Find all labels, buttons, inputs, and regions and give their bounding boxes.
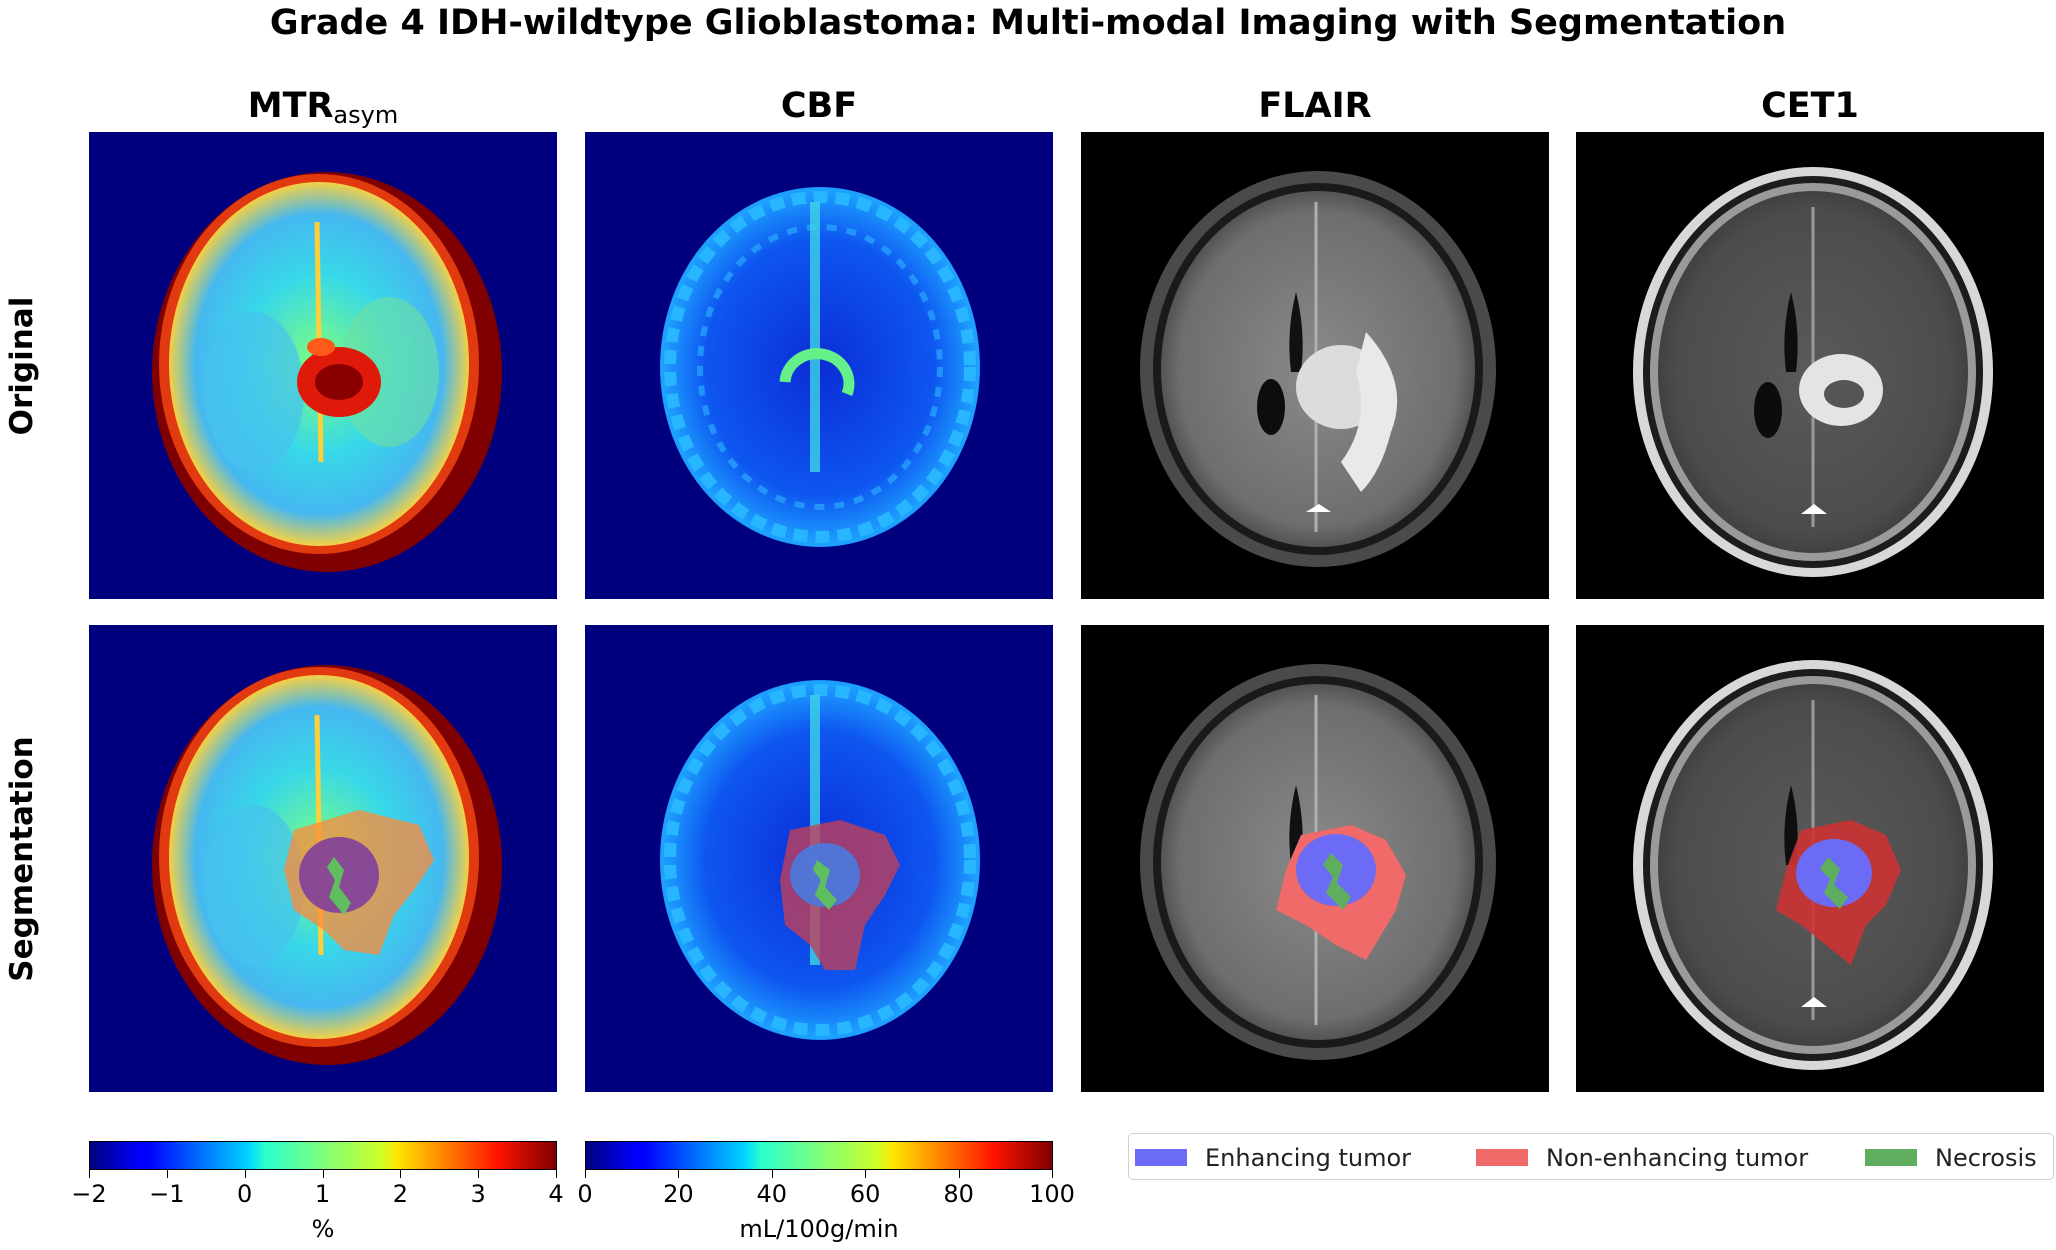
colorbar-tick-label: 20 (663, 1180, 694, 1208)
mtr-original-image (152, 172, 502, 572)
legend-label: Necrosis (1935, 1143, 2037, 1172)
panel-cbf-original (585, 132, 1053, 599)
panel-cbf-segmentation (585, 625, 1053, 1092)
colorbar-tick-label: 40 (756, 1180, 788, 1208)
colorbar-tick (678, 1170, 680, 1178)
colorbar-tick-label: 100 (1029, 1180, 1075, 1208)
flair-segmentation-image (1140, 664, 1496, 1060)
row-label-text: Original (4, 296, 40, 436)
panel-cet1-segmentation (1576, 625, 2044, 1092)
column-title-sub: asym (333, 101, 399, 129)
colorbar-tick (166, 1170, 168, 1178)
colorbar-tick-label: 2 (392, 1180, 408, 1208)
colorbar-tick (958, 1170, 960, 1178)
cbf-segmentation-image (660, 680, 980, 1040)
legend-swatch (1865, 1149, 1917, 1166)
figure-title: Grade 4 IDH-wildtype Glioblastoma: Multi… (269, 3, 1787, 43)
row-label-segmentation: Segmentation (0, 625, 44, 1093)
colorbar-tick (1052, 1170, 1053, 1178)
mtr-segmentation-image (152, 665, 502, 1065)
colorbar-tick (322, 1170, 324, 1178)
colorbar-tick-label: 60 (849, 1180, 881, 1208)
colorbar-tick (400, 1170, 402, 1178)
panel-flair-segmentation (1081, 625, 1549, 1092)
legend-label: Enhancing tumor (1205, 1143, 1411, 1172)
panel-mtr-original (89, 132, 557, 599)
colorbar-tick-label: 3 (470, 1180, 486, 1208)
colorbar-mtr (89, 1141, 557, 1170)
column-title-cbf: CBF (780, 86, 858, 126)
flair-original-image (1140, 171, 1496, 567)
colorbar-tick (244, 1170, 246, 1178)
colorbar-tick (556, 1170, 557, 1178)
colorbar-tick (478, 1170, 480, 1178)
panel-flair-original (1081, 132, 1549, 599)
colorbar-tick-label: −2 (71, 1180, 107, 1208)
colorbar-tick-label: 0 (577, 1180, 593, 1208)
cbf-original-image (660, 187, 980, 547)
legend-item-necrosis: Necrosis (1865, 1134, 2037, 1181)
legend-swatch (1476, 1149, 1528, 1166)
colorbar-tick (771, 1170, 773, 1178)
cet1-segmentation-image (1633, 660, 1993, 1070)
cet1-original-image (1633, 167, 1993, 577)
colorbar-cbf (585, 1141, 1053, 1170)
row-label-original: Original (0, 132, 44, 600)
legend-item-enhancing: Enhancing tumor (1135, 1134, 1411, 1181)
panel-cet1-original (1576, 132, 2044, 599)
colorbar-tick-label: 4 (548, 1180, 564, 1208)
colorbar-tick-label: 80 (943, 1180, 974, 1208)
row-label-text: Segmentation (4, 736, 40, 982)
colorbar-tick-label: 1 (314, 1180, 331, 1208)
colorbar-tick-label: 0 (237, 1180, 253, 1208)
column-title-main: MTR (247, 86, 334, 126)
colorbar-tick (89, 1170, 90, 1178)
column-title-cet1: CET1 (1761, 86, 1859, 126)
colorbar-tick (585, 1170, 586, 1178)
column-title-flair: FLAIR (1258, 86, 1372, 126)
column-title-mtr: MTRasym (89, 83, 557, 138)
colorbar-cbf-label: mL/100g/min (739, 1215, 899, 1243)
legend-item-non-enhancing: Non-enhancing tumor (1476, 1134, 1808, 1181)
colorbar-tick (865, 1170, 867, 1178)
legend-swatch (1135, 1149, 1187, 1166)
legend-label: Non-enhancing tumor (1546, 1143, 1809, 1172)
panel-mtr-segmentation (89, 625, 557, 1092)
colorbar-tick-label: −1 (149, 1180, 185, 1208)
colorbar-mtr-label: % (311, 1215, 335, 1243)
segmentation-legend: Enhancing tumor Non-enhancing tumor Necr… (1128, 1133, 2054, 1180)
